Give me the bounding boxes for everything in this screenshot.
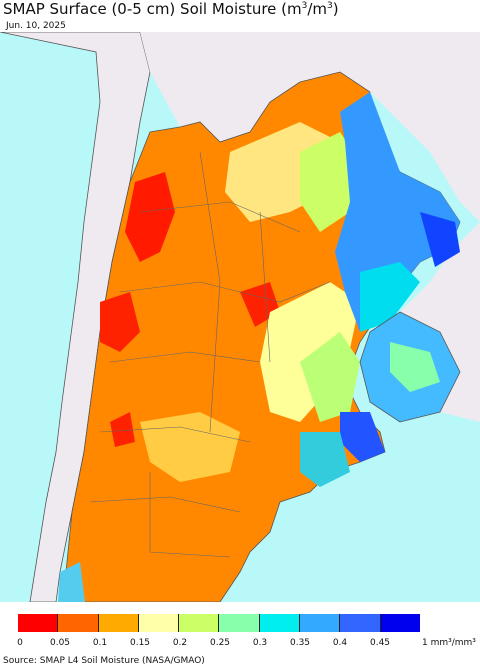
legend-swatch [218,614,259,632]
legend-tick: 0.15 [129,638,151,648]
legend-tick: 0.35 [289,638,311,648]
legend-swatch [137,614,179,632]
patch-green-ne [300,132,360,232]
patch-south-tip [58,562,85,602]
legend-tick: 0.05 [49,638,71,648]
legend-swatch [18,614,58,632]
outside-land-north [140,32,480,222]
map-title: SMAP Surface (0-5 cm) Soil Moisture (m3/… [3,0,339,18]
legend-tick: 0.45 [369,638,391,648]
patch-yellow-center [260,282,360,422]
legend-unit: 1 mm³/mm³ [422,638,476,648]
source-credit: Source: SMAP L4 Soil Moisture (NASA/GMAO… [3,656,205,666]
patch-cyan-coast [300,432,350,487]
legend-colorbar [18,614,420,632]
patch-yellow-south [140,412,240,482]
legend-tick: 0 [17,638,23,648]
legend-tick: 0.1 [92,638,108,648]
legend-swatch [379,614,420,632]
legend-swatch [299,614,340,632]
patch-deepblue-ne [420,212,460,267]
legend-swatch [258,614,300,632]
legend-swatch [97,614,138,632]
patch-red-west [100,292,140,352]
patch-green-east [300,332,360,422]
patch-red-mid [110,412,135,447]
legend-swatch [57,614,98,632]
outside-land-west [0,32,151,602]
soil-moisture-map [0,32,480,602]
legend-swatch [339,614,380,632]
legend-swatch [178,614,219,632]
legend-ticks: 0 0.05 0.1 0.15 0.2 0.25 0.3 0.35 0.4 0.… [0,638,480,652]
legend-tick: 0.25 [209,638,231,648]
legend-tick: 0.4 [332,638,348,648]
legend-tick: 0.3 [252,638,268,648]
patch-blue-baires [340,412,385,462]
patch-red-nw [125,172,175,262]
patch-uruguay-green [390,342,440,392]
patch-cyan-east [360,262,420,332]
legend-tick: 0.2 [172,638,188,648]
map-date: Jun. 10, 2025 [6,21,66,31]
province-borders [89,151,331,558]
